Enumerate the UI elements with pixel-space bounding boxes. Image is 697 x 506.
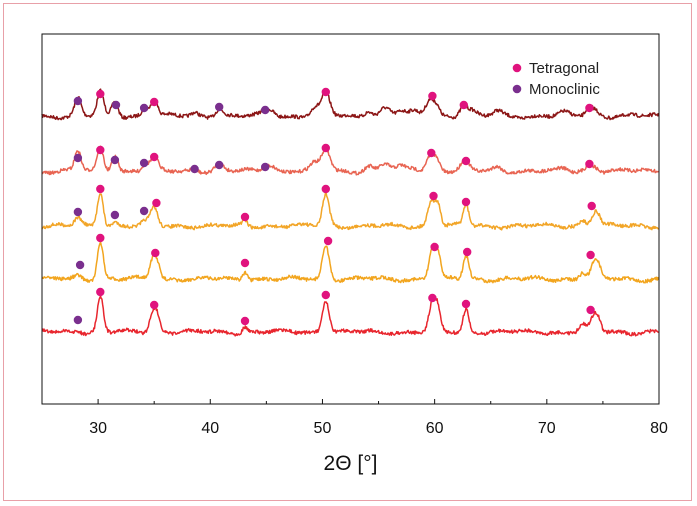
monoclinic-peak-marker: [139, 103, 149, 113]
tetragonal-peak-marker: [461, 197, 471, 207]
tetragonal-peak-marker: [586, 250, 595, 260]
legend-tetragonal-marker: [512, 63, 522, 73]
x-tick-label: 30: [89, 420, 107, 437]
monoclinic-peak-marker: [139, 206, 149, 216]
monoclinic-peak-marker: [110, 210, 120, 220]
legend: Tetragonal Monoclinic: [512, 60, 600, 98]
monoclinic-peak-marker: [215, 160, 224, 170]
tetragonal-peak-marker: [150, 152, 159, 162]
series-line-3: [41, 191, 660, 231]
tetragonal-peak-marker: [150, 97, 159, 107]
tetragonal-peak-marker: [430, 242, 439, 252]
tetragonal-peak-marker: [428, 293, 437, 303]
tetragonal-peak-marker: [459, 100, 468, 110]
series-layer: [41, 88, 660, 337]
tetragonal-peak-marker: [151, 248, 160, 258]
tetragonal-peak-marker: [152, 198, 161, 208]
tetragonal-peak-marker: [587, 201, 596, 211]
series-line-5: [41, 295, 659, 337]
monoclinic-peak-marker: [73, 207, 83, 217]
monoclinic-peak-marker: [261, 105, 270, 115]
legend-monoclinic-label: Monoclinic: [529, 81, 600, 98]
monoclinic-peak-marker: [73, 96, 83, 106]
tetragonal-peak-marker: [428, 91, 437, 101]
monoclinic-peak-marker: [111, 100, 121, 110]
monoclinic-peak-marker: [110, 155, 120, 165]
tetragonal-peak-marker: [461, 299, 471, 309]
tetragonal-peak-marker: [323, 236, 333, 246]
plot-area: [41, 33, 660, 405]
tetragonal-peak-marker: [240, 212, 250, 222]
tetragonal-peak-marker: [585, 159, 594, 169]
monoclinic-peak-marker: [75, 260, 85, 270]
x-tick-label: 40: [201, 420, 219, 437]
x-axis-label: 2Θ [°]: [324, 452, 378, 475]
tetragonal-peak-marker: [427, 148, 436, 158]
tetragonal-peak-marker: [321, 143, 330, 153]
marker-layer: [73, 87, 596, 326]
monoclinic-peak-marker: [73, 153, 83, 163]
monoclinic-peak-marker: [190, 164, 199, 174]
monoclinic-peak-marker: [261, 162, 270, 172]
x-tick-label: 80: [650, 420, 668, 437]
tetragonal-peak-marker: [96, 184, 105, 194]
monoclinic-peak-marker: [139, 158, 149, 168]
legend-monoclinic-marker: [512, 84, 522, 94]
tetragonal-peak-marker: [96, 89, 105, 99]
x-ticks: 30 40 50 60 70 80: [41, 399, 668, 437]
series-line-4: [41, 241, 660, 284]
tetragonal-peak-marker: [429, 191, 438, 201]
tetragonal-peak-marker: [586, 305, 595, 315]
tetragonal-peak-marker: [463, 247, 472, 257]
tetragonal-peak-marker: [96, 233, 105, 243]
tetragonal-peak-marker: [240, 316, 250, 326]
tetragonal-peak-marker: [585, 103, 594, 113]
xrd-chart: 30 40 50 60 70 80 2Θ [°] Tetragonal Monoclini…: [41, 33, 668, 475]
monoclinic-peak-marker: [215, 102, 224, 112]
tetragonal-peak-marker: [321, 290, 330, 300]
tetragonal-peak-marker: [150, 300, 159, 310]
tetragonal-peak-marker: [96, 145, 105, 155]
tetragonal-peak-marker: [461, 156, 471, 166]
series-line-2: [41, 145, 660, 176]
monoclinic-peak-marker: [73, 315, 83, 325]
tetragonal-peak-marker: [96, 287, 105, 297]
x-tick-label: 60: [426, 420, 444, 437]
tetragonal-peak-marker: [240, 258, 250, 268]
tetragonal-peak-marker: [321, 87, 330, 97]
figure-frame: 30 40 50 60 70 80 2Θ [°] Tetragonal Monoclini…: [3, 3, 692, 501]
x-tick-label: 50: [314, 420, 332, 437]
legend-tetragonal-label: Tetragonal: [529, 60, 599, 77]
tetragonal-peak-marker: [321, 184, 330, 194]
x-tick-label: 70: [538, 420, 556, 437]
